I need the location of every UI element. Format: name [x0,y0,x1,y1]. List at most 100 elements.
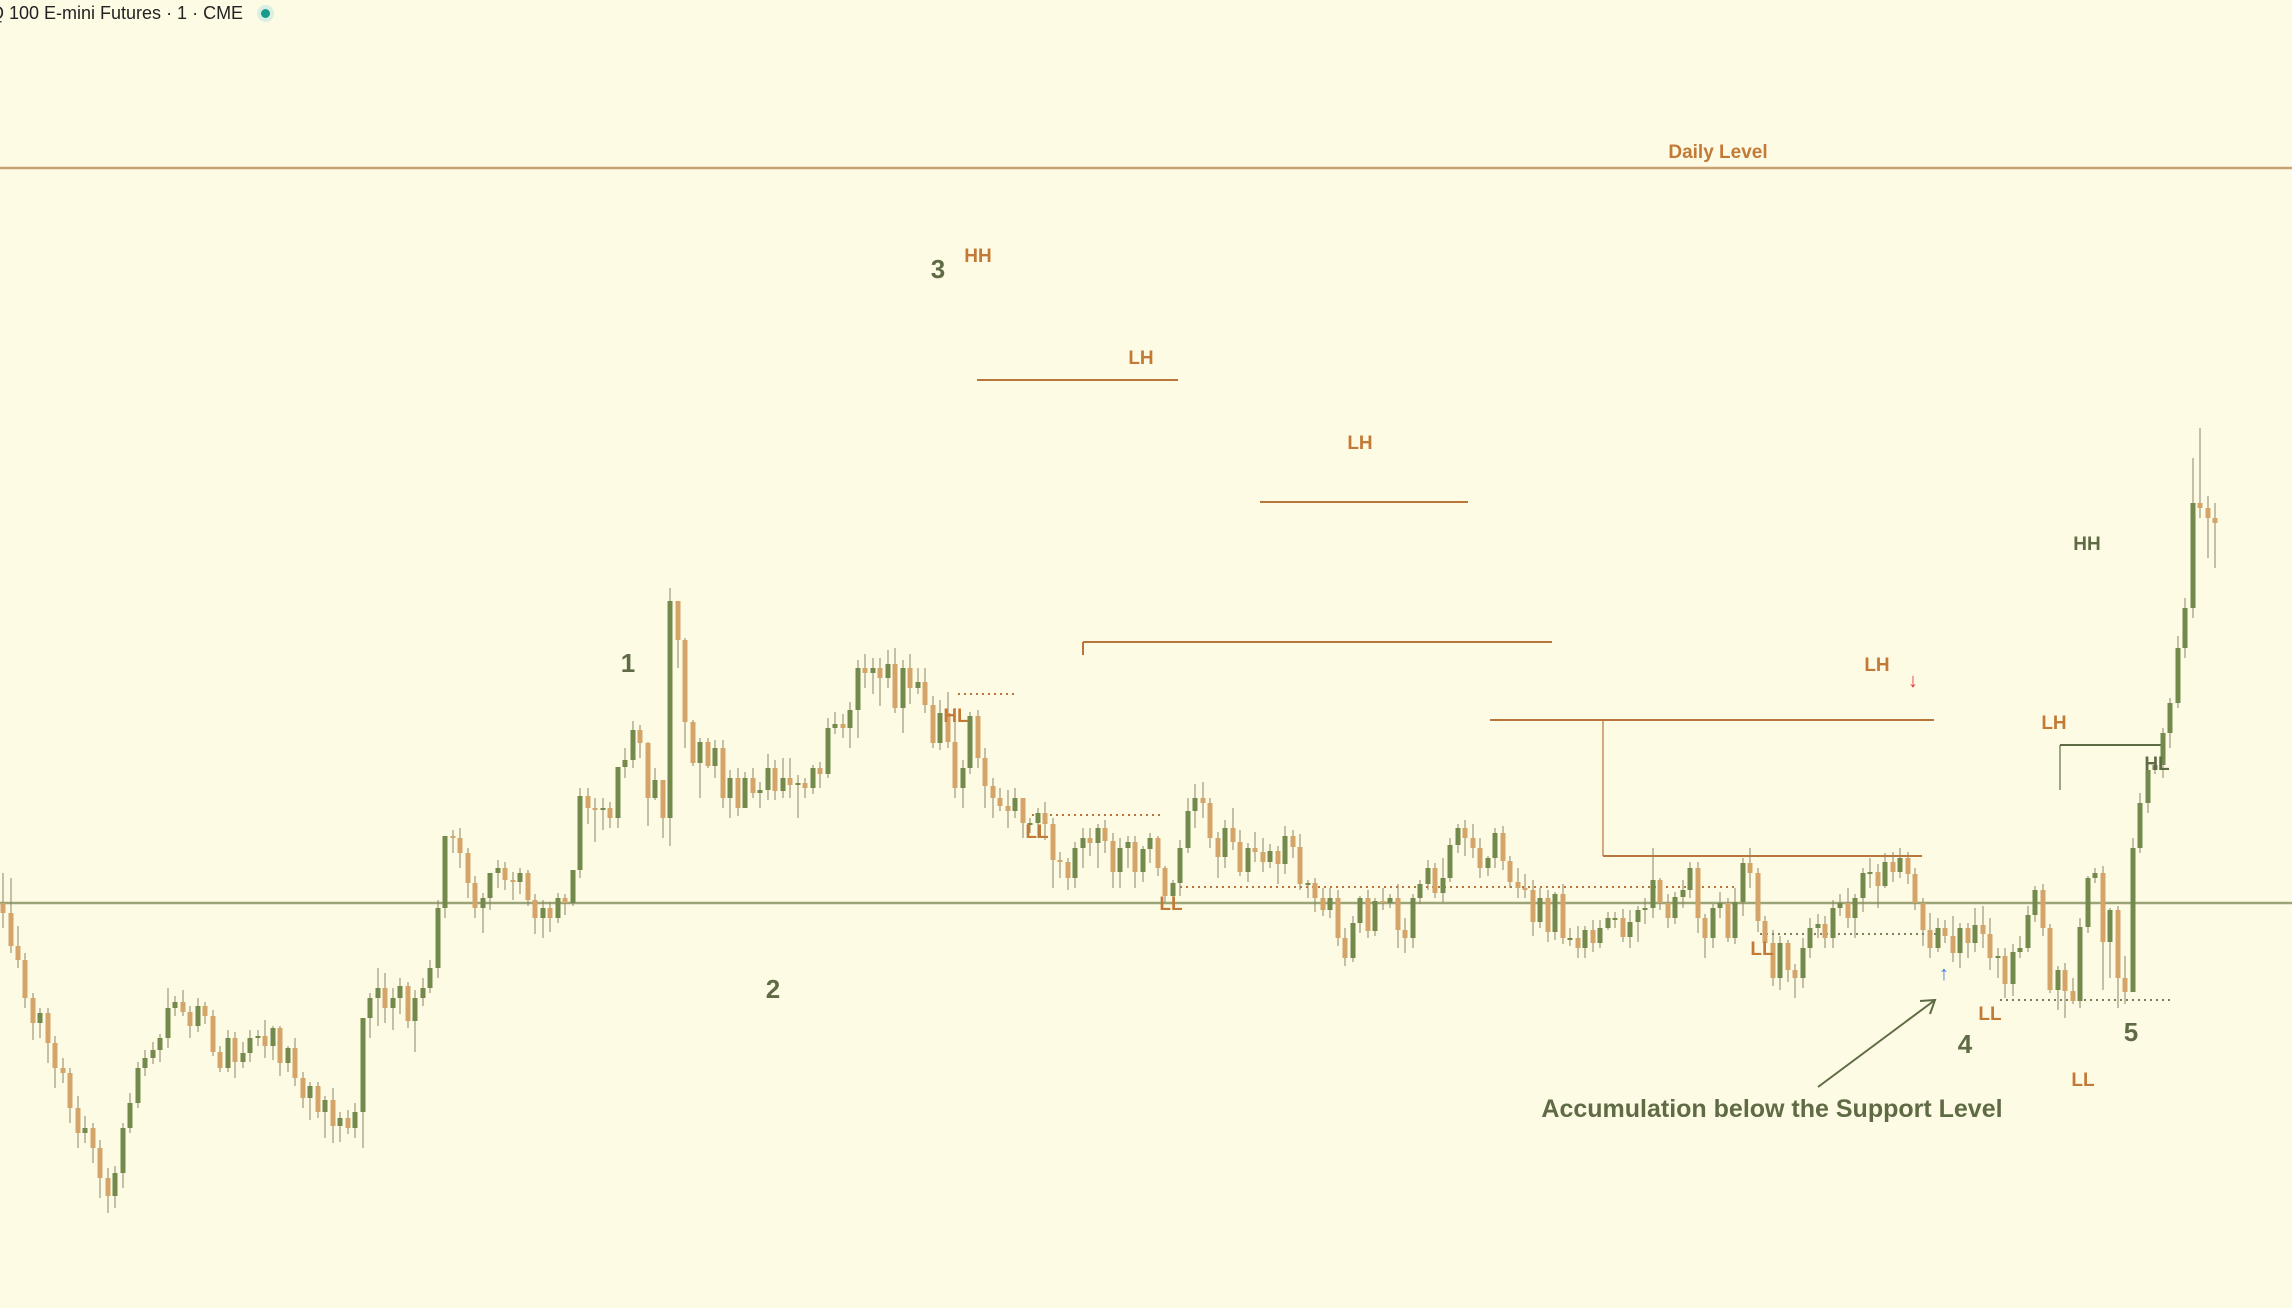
candle-up [1357,898,1363,923]
candle-up [1095,828,1101,843]
candle-up [540,908,546,918]
candle-up [600,808,606,810]
candle-down [15,946,21,960]
candle-up [1777,943,1783,978]
candle-up [2175,648,2181,703]
accumulation-callout: Accumulation below the Support Level [1541,1095,2002,1123]
candle-up [1612,918,1618,920]
candle-down [1087,838,1093,843]
candle-down [1920,903,1926,930]
candle-up [1687,868,1693,890]
candle-up [1537,898,1543,922]
candle-up [900,668,906,708]
candle-up [1552,894,1558,932]
candle-down [1155,838,1161,868]
candle-down [675,601,681,640]
candle-down [990,786,996,798]
candle-down [2047,928,2053,990]
candle-up [810,768,816,788]
wave-label-1: 1 [621,648,635,678]
candle-down [382,988,388,1008]
candle-down [1290,836,1296,847]
candle-up [1410,898,1416,938]
candle-down [2070,991,2076,1001]
candle-up [652,780,658,798]
candle-down [1260,852,1266,862]
candle-up [1995,956,2001,958]
candle-up [697,742,703,763]
candle-down [1530,890,1536,922]
candle-up [2167,703,2173,733]
candle-down [1500,833,1506,861]
swing-label-ll: LL [1978,1004,2002,1025]
candle-up [120,1128,126,1173]
candle-down [277,1028,283,1063]
candle-up [1147,838,1153,849]
candle-up [1350,923,1356,958]
candle-down [705,742,711,766]
swing-label-lh: LH [2041,713,2066,734]
candle-up [757,790,763,793]
candle-down [922,682,928,705]
candle-up [307,1086,313,1098]
candle-down [75,1108,81,1133]
symbol-title[interactable]: Q 100 E-mini Futures · 1 · CME [0,2,244,23]
candle-up [2055,970,2061,990]
candle-down [472,883,478,908]
candle-up [1642,908,1648,910]
candle-down [300,1078,306,1098]
candle-up [555,898,561,918]
candle-down [30,998,36,1023]
candle-down [1762,921,1768,943]
candle-down [1515,882,1521,888]
candle-up [352,1112,358,1128]
candle-up [1440,878,1446,893]
candle-up [1425,868,1431,884]
candle-up [1957,928,1963,953]
candle-up [742,778,748,808]
candle-up [1860,873,1866,898]
candle-up [360,1018,366,1112]
candle-down [1110,841,1116,872]
candle-down [1560,894,1566,938]
candle-down [1252,848,1258,852]
candle-up [1717,903,1723,908]
candle-up [1140,849,1146,872]
annotation-labels: Daily Level 1 2 3 4 5 HH LH HL LL LH LL … [621,142,2170,1123]
candle-down [585,796,591,808]
candle-down [510,880,516,882]
candle-up [225,1038,231,1068]
candle-down [682,640,688,722]
candle-down [1702,918,1708,938]
candle-down [817,768,823,774]
candle-up [1012,798,1018,811]
candle-up [2145,770,2151,803]
callout-arrow-line [1817,999,1936,1088]
candle-up [1837,903,1843,908]
candle-down [1237,842,1243,872]
candle-up [390,998,396,1008]
candle-down [1005,806,1011,811]
swing-label-ll: LL [1750,939,1774,960]
candle-up [1830,908,1836,938]
candle-up [1807,928,1813,948]
candle-up [427,968,433,988]
candle-up [1267,851,1273,862]
wave-label-4: 4 [1958,1029,1973,1059]
candle-down [1657,880,1663,903]
candle-up [247,1038,253,1053]
candle-down [1785,943,1791,970]
candle-up [615,767,621,818]
swing-label-hl: HL [943,706,969,727]
candle-down [1200,798,1206,803]
candle-up [1072,848,1078,878]
candle-down [1207,803,1213,838]
candle-down [1725,903,1731,938]
candle-down [607,808,613,818]
candle-down [907,668,913,688]
candle-up [1305,883,1311,885]
candle-up [1710,908,1716,938]
candle-down [1792,970,1798,978]
candle-up [667,601,673,818]
